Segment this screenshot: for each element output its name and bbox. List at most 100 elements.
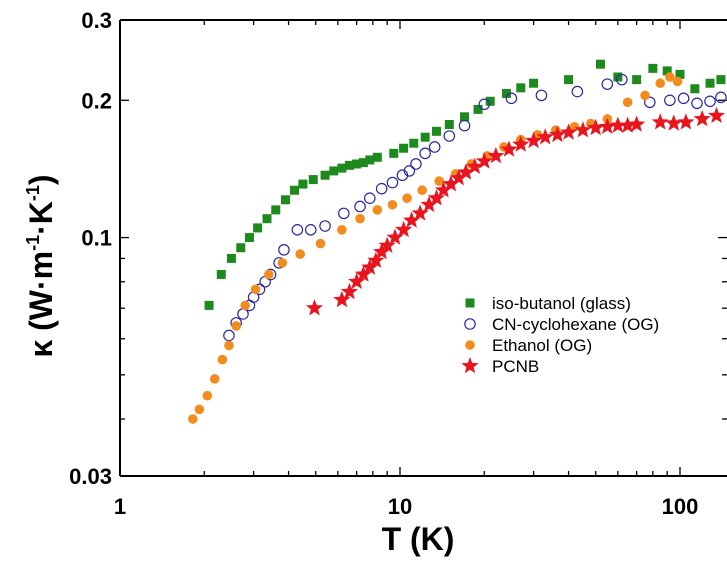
data-point xyxy=(457,163,475,180)
legend-label: PCNB xyxy=(492,357,539,376)
data-point xyxy=(337,225,347,235)
data-point xyxy=(372,152,382,162)
data-point xyxy=(403,165,416,177)
data-points xyxy=(188,59,727,424)
data-point xyxy=(598,117,616,134)
data-point xyxy=(333,290,351,308)
data-point xyxy=(665,72,675,82)
data-point xyxy=(240,300,251,311)
data-point xyxy=(619,116,637,133)
data-point xyxy=(319,220,331,232)
legend-label: Ethanol (OG) xyxy=(492,336,592,355)
data-point xyxy=(622,97,633,108)
legend-marker xyxy=(464,318,476,330)
data-point xyxy=(458,119,471,132)
y-axis-title: κ (W·m-1·K-1) xyxy=(23,174,59,357)
series-3 xyxy=(305,106,726,316)
axis-ticks xyxy=(119,19,727,477)
data-point xyxy=(443,130,456,142)
data-point xyxy=(378,236,396,253)
data-point xyxy=(194,404,205,415)
data-point xyxy=(691,97,703,110)
y-axis-unit-close: ) xyxy=(23,174,59,185)
x-tick-label: 1 xyxy=(114,494,126,519)
data-point xyxy=(216,269,226,279)
data-point xyxy=(411,204,429,221)
data-point xyxy=(363,192,376,204)
series-1 xyxy=(223,73,727,342)
data-point xyxy=(628,115,646,132)
data-point xyxy=(442,175,460,192)
data-point xyxy=(320,170,330,180)
data-point xyxy=(204,300,214,310)
data-point xyxy=(236,243,246,253)
data-point xyxy=(665,114,683,131)
data-point xyxy=(450,169,468,186)
data-point xyxy=(704,95,716,108)
legend-label: iso-butanol (glass) xyxy=(492,294,631,313)
data-point xyxy=(389,148,399,158)
tick-labels: 1 10 100 0.03 0.1 0.2 0.3 xyxy=(69,8,698,519)
data-point xyxy=(716,75,726,85)
data-point xyxy=(354,265,372,282)
data-point xyxy=(616,73,628,86)
data-point xyxy=(231,321,241,331)
data-point xyxy=(444,119,454,129)
y-axis-symbol: κ xyxy=(23,340,59,358)
data-point xyxy=(372,205,383,215)
data-point xyxy=(564,75,574,85)
data-point xyxy=(475,152,493,169)
data-point xyxy=(460,112,470,122)
data-point xyxy=(202,390,213,401)
data-point xyxy=(571,85,584,98)
legend-marker xyxy=(465,340,475,350)
y-tick-label: 0.03 xyxy=(69,464,112,489)
data-point xyxy=(338,207,350,220)
data-point xyxy=(305,299,323,316)
data-point xyxy=(308,175,318,185)
data-point xyxy=(420,132,430,142)
data-point xyxy=(419,147,431,160)
data-point xyxy=(291,224,304,236)
data-point xyxy=(690,84,700,94)
data-point xyxy=(244,233,254,243)
legend: iso-butanol (glass) CN-cyclohexane (OG) Et… xyxy=(461,294,659,376)
data-point xyxy=(574,121,592,138)
data-point xyxy=(361,258,379,275)
data-point xyxy=(525,131,543,149)
data-point xyxy=(548,125,566,143)
data-point xyxy=(707,106,726,123)
data-point xyxy=(536,128,554,145)
data-point xyxy=(352,159,362,169)
y-axis-unit-mid: ·K xyxy=(23,201,59,235)
plot-frame xyxy=(119,19,727,477)
data-point xyxy=(278,244,290,256)
data-point xyxy=(365,155,375,165)
data-point xyxy=(501,88,511,98)
data-point xyxy=(417,185,427,196)
y-axis-unit-open: (W·m xyxy=(23,251,59,340)
data-point xyxy=(226,253,236,263)
data-point xyxy=(535,89,548,102)
data-point xyxy=(402,193,412,203)
data-point xyxy=(209,374,220,384)
data-point xyxy=(386,176,399,189)
data-point xyxy=(395,220,413,238)
y-tick-label: 0.1 xyxy=(81,226,112,251)
data-point xyxy=(280,195,290,205)
data-point xyxy=(677,113,695,130)
data-point xyxy=(403,211,421,228)
data-point xyxy=(329,166,339,176)
x-tick-label: 10 xyxy=(388,494,412,519)
data-point xyxy=(223,329,235,342)
data-point xyxy=(505,92,518,105)
legend-marker xyxy=(465,298,475,308)
x-tick-label: 100 xyxy=(662,494,699,519)
data-point xyxy=(705,78,715,88)
data-point xyxy=(516,83,526,93)
data-point xyxy=(409,138,419,148)
data-point xyxy=(375,182,388,195)
data-point xyxy=(428,141,441,153)
y-axis-unit-exp1: -1 xyxy=(23,235,43,251)
y-tick-label: 0.3 xyxy=(81,8,112,33)
